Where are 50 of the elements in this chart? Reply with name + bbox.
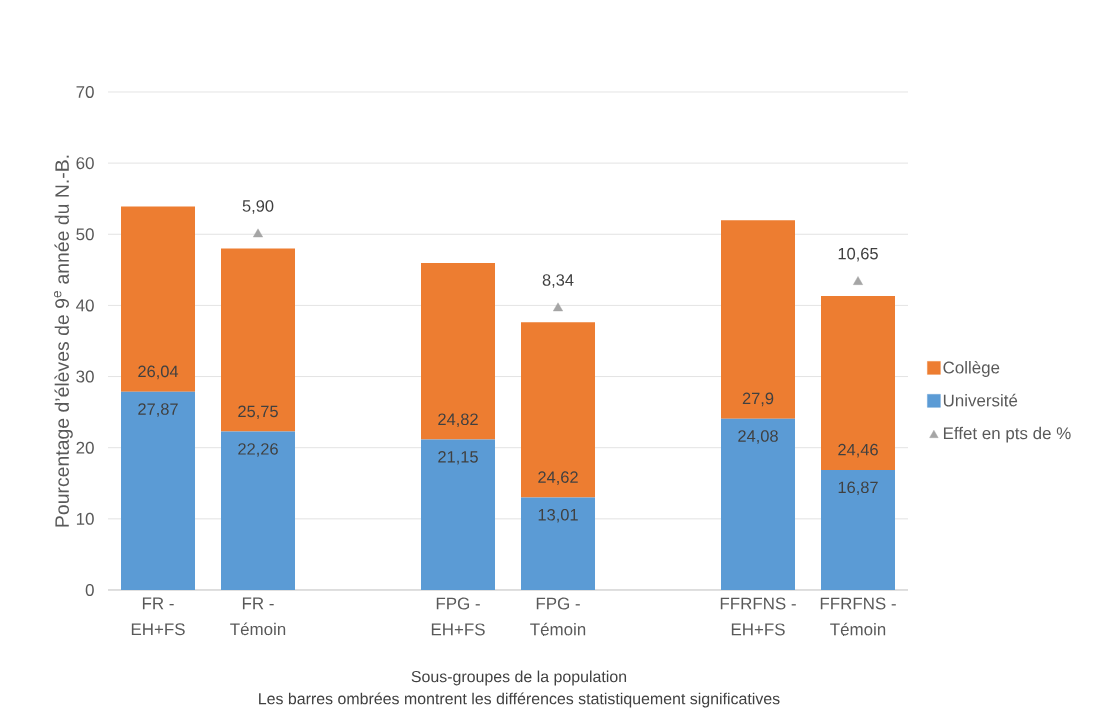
bar [421, 439, 496, 590]
legend-label: Collège [943, 360, 1000, 377]
x-tick-label: FFRFNS - Témoin [820, 597, 896, 636]
data-label: 24,08 [738, 430, 778, 444]
legend-label: Université [943, 393, 1018, 407]
y-axis-title: Pourcentage d’élèves de 9$^{e}$ année du N.-B. [53, 155, 73, 527]
x-tick-label: FPG - EH+FS [431, 597, 485, 636]
bar [521, 322, 596, 498]
data-label: 27,87 [138, 403, 178, 417]
annotation: 10,65 [838, 247, 878, 262]
bar [721, 418, 796, 590]
bar [121, 206, 196, 392]
bar [521, 497, 596, 590]
bar [821, 295, 896, 470]
point [253, 228, 263, 238]
bar [221, 248, 296, 432]
data-label: 24,62 [538, 471, 578, 485]
y-tick-label: 60 [76, 157, 94, 170]
bar [221, 431, 296, 590]
x-tick-label: FR - EH+FS [131, 597, 185, 636]
bar [121, 391, 196, 590]
y-tick-label: 70 [76, 85, 94, 98]
point [853, 276, 863, 285]
text: Les barres ombrées montrent les différences statistiquement significatives [259, 692, 780, 708]
y-tick-label: 0 [85, 583, 94, 596]
data-label: 25,75 [238, 405, 278, 420]
y-tick-label: 40 [76, 299, 94, 312]
legend-label: Effet en pts de % [943, 426, 1071, 443]
annotation: 5,90 [242, 200, 274, 214]
bar [721, 220, 796, 419]
data-label: 13,01 [538, 508, 578, 523]
data-label: 26,04 [138, 365, 179, 380]
y-tick-label: 20 [76, 441, 94, 454]
x-tick-label: FFRFNS - EH+FS [720, 597, 796, 636]
annotation: 8,34 [542, 274, 574, 288]
bar [821, 469, 896, 590]
data-label: 24,46 [838, 443, 878, 458]
data-label: 16,87 [838, 481, 878, 496]
x-tick-label: FPG - Témoin [530, 597, 586, 636]
data-label: 27,9 [742, 392, 774, 407]
y-tick-label: 50 [76, 228, 94, 241]
data-label: 21,15 [438, 451, 478, 465]
x-axis-title: Sous-groupes de la population [411, 670, 627, 686]
bar [421, 262, 496, 440]
data-label: 22,26 [238, 443, 278, 457]
x-tick-label: FR - Témoin [230, 597, 286, 636]
point [553, 302, 563, 312]
data-label: 24,82 [438, 413, 478, 427]
y-tick-label: 10 [76, 512, 94, 525]
y-tick-label: 30 [76, 370, 94, 383]
